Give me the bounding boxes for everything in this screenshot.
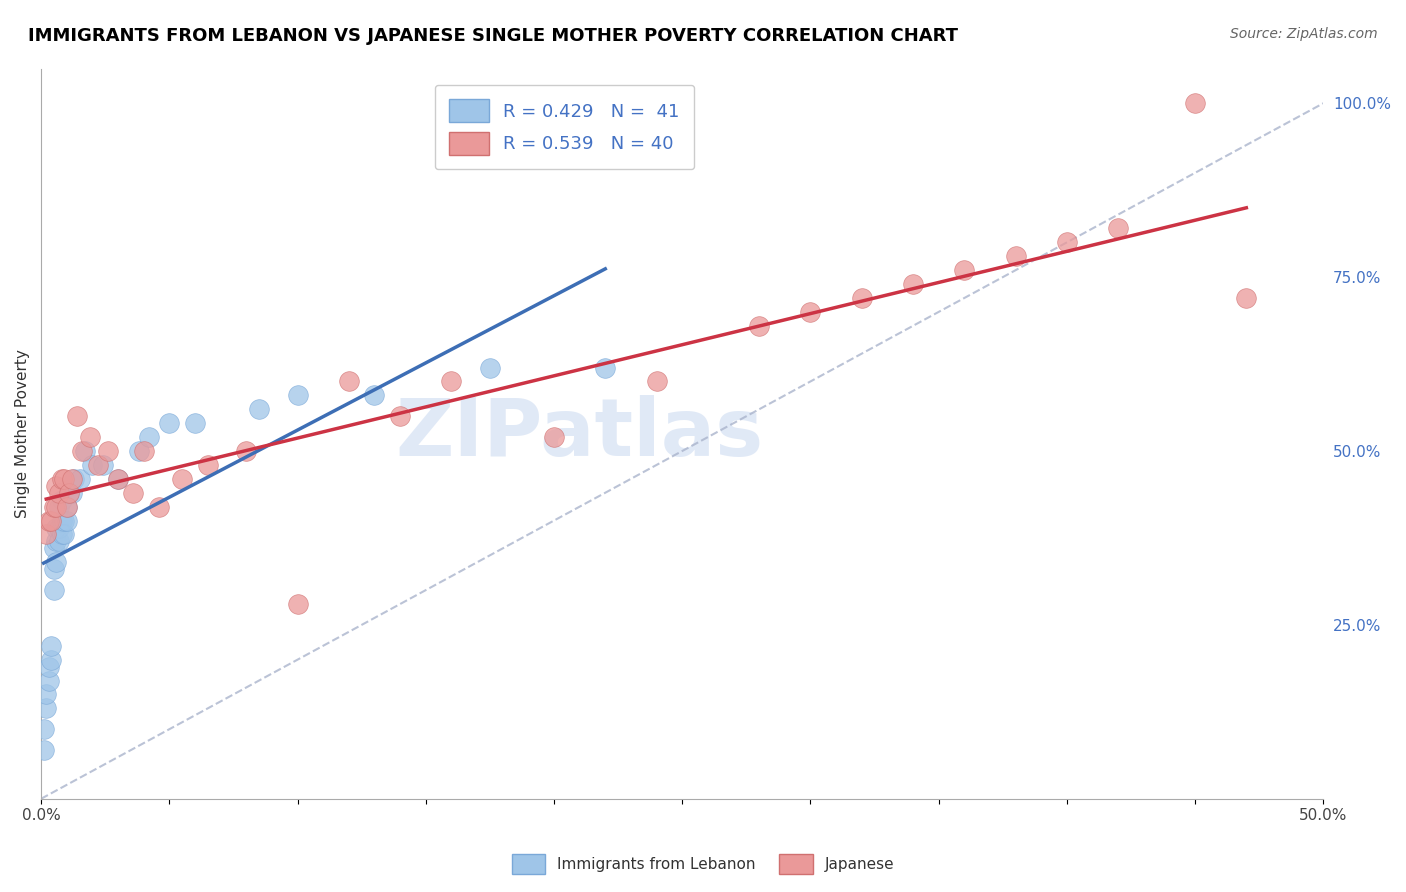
Point (48, 485, 70, 500)
Point (157, 416, 180, 430)
Point (63, 472, 86, 486)
Point (1234, 291, 1257, 305)
Point (184, 416, 207, 430)
Legend: Immigrants from Lebanon, Japanese: Immigrants from Lebanon, Japanese (506, 848, 900, 880)
Point (1107, 221, 1129, 235)
Point (41, 639, 63, 653)
Point (478, 360, 501, 375)
Point (42, 562, 65, 576)
Point (851, 291, 873, 305)
Text: ZIPatlas: ZIPatlas (395, 394, 763, 473)
Point (128, 444, 150, 458)
Point (48, 520, 70, 534)
Point (60, 472, 83, 486)
Point (53, 472, 76, 486)
Point (41, 514, 63, 528)
Point (45, 479, 67, 493)
Point (45, 555, 67, 569)
Point (107, 472, 129, 486)
Point (337, 375, 360, 389)
Point (45, 500, 67, 514)
Point (66, 409, 89, 424)
Point (1004, 249, 1026, 263)
Point (45, 534, 67, 549)
Point (82, 458, 104, 472)
Point (1184, 96, 1206, 111)
Point (55, 500, 77, 514)
Point (91, 458, 114, 472)
Point (363, 388, 385, 402)
Point (645, 375, 668, 389)
Point (53, 527, 76, 541)
Text: Source: ZipAtlas.com: Source: ZipAtlas.com (1230, 27, 1378, 41)
Point (60, 485, 83, 500)
Point (132, 444, 155, 458)
Point (440, 375, 463, 389)
Text: IMMIGRANTS FROM LEBANON VS JAPANESE SINGLE MOTHER POVERTY CORRELATION CHART: IMMIGRANTS FROM LEBANON VS JAPANESE SING… (28, 27, 957, 45)
Point (235, 444, 257, 458)
Point (42, 500, 65, 514)
Point (799, 305, 821, 319)
Point (51, 492, 73, 507)
Point (389, 409, 412, 424)
Point (48, 534, 70, 549)
Point (38, 514, 60, 528)
Point (953, 263, 976, 277)
Point (58, 485, 80, 500)
Point (38, 673, 60, 688)
Point (51, 514, 73, 528)
Point (42, 541, 65, 556)
Point (45, 520, 67, 534)
Point (32, 743, 55, 757)
Legend: R = 0.429   N =  41, R = 0.539   N = 40: R = 0.429 N = 41, R = 0.539 N = 40 (434, 85, 695, 169)
Point (55, 500, 77, 514)
Point (51, 527, 73, 541)
Point (58, 485, 80, 500)
Point (247, 402, 270, 417)
Point (41, 653, 63, 667)
Y-axis label: Single Mother Poverty: Single Mother Poverty (15, 349, 30, 518)
Point (73, 444, 96, 458)
Point (148, 500, 170, 514)
Point (51, 472, 73, 486)
Point (42, 583, 65, 598)
Point (543, 430, 565, 444)
Point (172, 472, 194, 486)
Point (197, 458, 219, 472)
Point (138, 430, 160, 444)
Point (287, 388, 309, 402)
Point (122, 485, 145, 500)
Point (593, 360, 616, 375)
Point (901, 277, 924, 292)
Point (86, 458, 108, 472)
Point (107, 472, 129, 486)
Point (38, 659, 60, 673)
Point (287, 597, 309, 611)
Point (97, 444, 120, 458)
Point (748, 318, 770, 333)
Point (1056, 235, 1078, 250)
Point (55, 514, 77, 528)
Point (32, 723, 55, 737)
Point (79, 430, 101, 444)
Point (35, 527, 58, 541)
Point (48, 500, 70, 514)
Point (70, 444, 93, 458)
Point (53, 514, 76, 528)
Point (69, 472, 91, 486)
Point (35, 701, 58, 715)
Point (35, 688, 58, 702)
